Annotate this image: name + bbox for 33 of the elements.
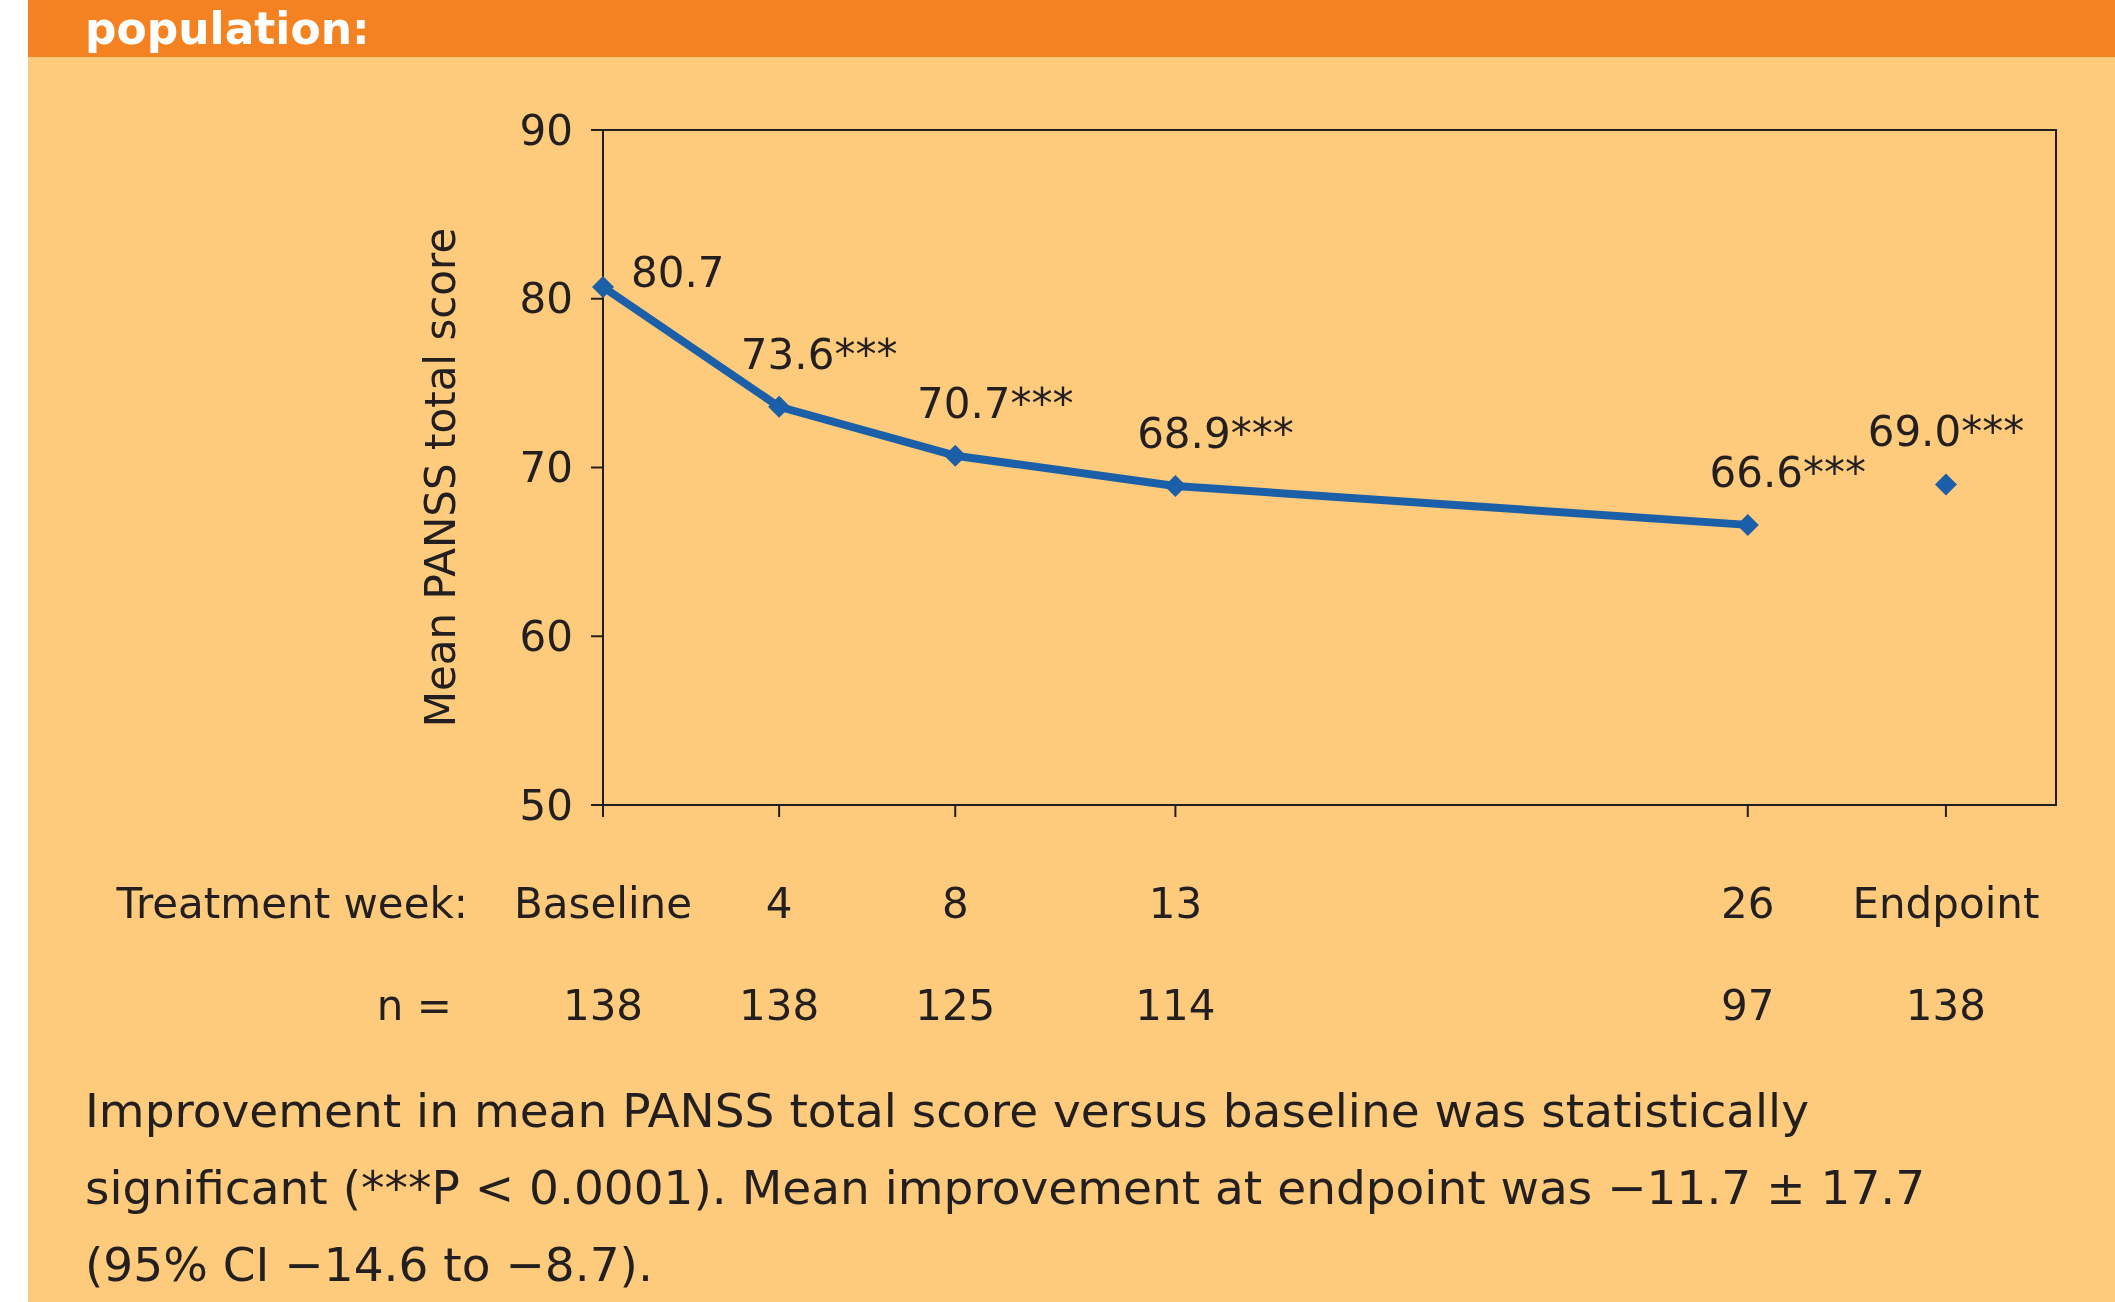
- point: [1164, 475, 1187, 498]
- x-tick-label: 13: [1148, 879, 1203, 928]
- text: 138: [739, 981, 820, 1030]
- data-label: 69.0***: [1867, 407, 2025, 457]
- text: 125: [915, 981, 996, 1030]
- text: Improvement in mean PANSS total score versus baseline was statistically significant (***P < 0.0001). Mean improvement at endpoint was −11.7 ± 17.7 (95% CI −14.6 to −8.7).: [85, 1083, 1926, 1292]
- text: population:: [85, 3, 370, 54]
- point: [768, 395, 791, 418]
- y-tick-label: 70: [519, 443, 573, 493]
- text: 97: [1721, 981, 1775, 1030]
- y-tick-label: 90: [519, 105, 573, 155]
- x-tick-label: Baseline: [513, 879, 693, 928]
- y-tick-label: 50: [519, 780, 573, 830]
- data-label: 66.6***: [1709, 447, 1867, 497]
- text: 114: [1135, 981, 1216, 1030]
- data-label: 80.7: [631, 247, 725, 297]
- point: [944, 444, 967, 467]
- x-tick-label: 4: [765, 879, 793, 928]
- x-axis-title: Treatment week:: [115, 879, 468, 928]
- y-tick-label: 60: [519, 611, 573, 661]
- data-label: 70.7***: [916, 378, 1074, 428]
- x-tick-label: 26: [1721, 879, 1775, 928]
- point: [1934, 473, 1957, 496]
- data-label: 73.6***: [740, 329, 898, 379]
- x-tick-label: Endpoint: [1852, 879, 2040, 928]
- y-axis-title: Mean PANSS total score: [416, 227, 465, 728]
- y-tick-label: 80: [519, 274, 573, 324]
- point: [592, 275, 614, 298]
- text: 138: [1905, 981, 1987, 1030]
- data-label: 68.9***: [1137, 409, 1294, 459]
- text: n =: [376, 981, 452, 1030]
- x-tick-label: 8: [941, 879, 969, 928]
- text: 138: [562, 981, 644, 1030]
